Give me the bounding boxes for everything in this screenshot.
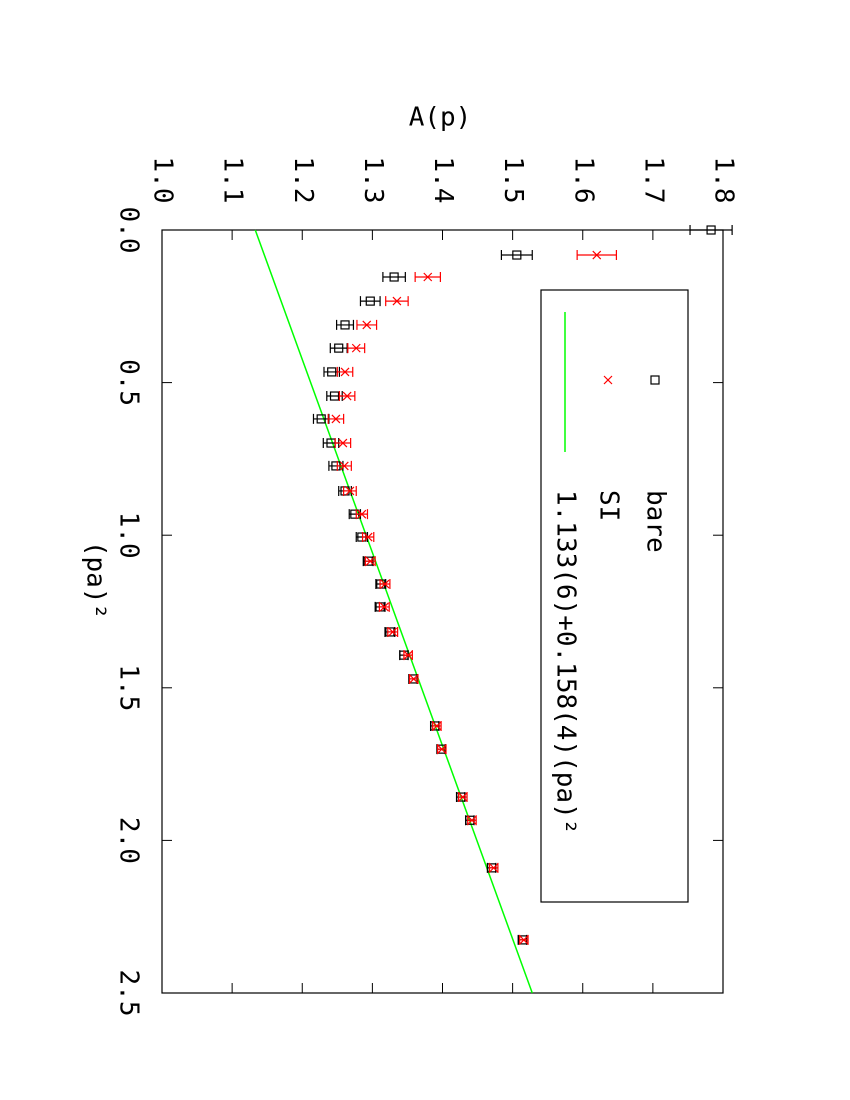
legend-marker bbox=[603, 375, 613, 385]
data-point bbox=[380, 579, 390, 589]
data-point bbox=[592, 250, 602, 260]
data-point bbox=[389, 272, 399, 282]
y-tick-label: 1.7 bbox=[638, 157, 668, 204]
data-point bbox=[338, 438, 348, 448]
data-point bbox=[363, 532, 373, 542]
data-point bbox=[334, 343, 344, 353]
data-point bbox=[342, 391, 352, 401]
y-tick-label: 1.8 bbox=[709, 157, 739, 204]
data-point bbox=[409, 674, 419, 684]
data-point bbox=[467, 815, 477, 825]
x-axis-title: (pa)² bbox=[81, 541, 111, 619]
data-point bbox=[458, 792, 468, 802]
data-point bbox=[339, 461, 349, 471]
data-point bbox=[340, 320, 350, 330]
error-bar bbox=[336, 319, 355, 330]
error-bar bbox=[359, 296, 381, 307]
data-point bbox=[403, 650, 413, 660]
legend-label: bare bbox=[641, 490, 671, 553]
data-point bbox=[423, 272, 433, 282]
data-point bbox=[351, 343, 361, 353]
legend-marker bbox=[650, 375, 660, 385]
legend-label: SI bbox=[594, 490, 624, 521]
error-bar bbox=[329, 343, 348, 354]
data-point bbox=[388, 627, 398, 637]
data-point bbox=[432, 721, 442, 731]
error-bar bbox=[689, 225, 733, 235]
y-axis-title: A(p) bbox=[409, 103, 472, 133]
y-tick-label: 1.3 bbox=[358, 157, 388, 204]
data-point bbox=[316, 414, 326, 424]
data-point bbox=[362, 320, 372, 330]
data-point bbox=[329, 391, 340, 401]
data-point bbox=[365, 556, 375, 566]
fit-line bbox=[254, 229, 533, 994]
data-point bbox=[345, 486, 355, 496]
error-bar bbox=[382, 272, 406, 283]
data-point bbox=[340, 367, 350, 377]
x-tick-label: 0.0 bbox=[114, 207, 144, 254]
data-point bbox=[706, 225, 716, 235]
data-point bbox=[331, 414, 341, 424]
x-tick-label: 2.0 bbox=[114, 817, 144, 864]
data-point bbox=[519, 935, 529, 945]
legend-label: 1.133(6)+0.158(4)(pa)² bbox=[551, 490, 581, 834]
x-tick-label: 0.5 bbox=[114, 359, 144, 406]
legend-box bbox=[540, 289, 689, 903]
data-point bbox=[392, 296, 402, 306]
data-point bbox=[437, 744, 447, 754]
plot-frame bbox=[161, 229, 724, 994]
x-tick-label: 1.5 bbox=[114, 664, 144, 711]
data-point bbox=[489, 863, 499, 873]
y-tick-label: 1.0 bbox=[148, 157, 178, 204]
y-tick-label: 1.1 bbox=[218, 157, 248, 204]
error-bar bbox=[500, 250, 533, 261]
data-point bbox=[327, 367, 337, 377]
data-point bbox=[357, 509, 367, 519]
x-tick-label: 2.5 bbox=[114, 970, 144, 1017]
x-tick-label: 1.0 bbox=[114, 512, 144, 559]
y-tick-label: 1.6 bbox=[568, 157, 598, 204]
y-tick-label: 1.2 bbox=[288, 157, 318, 204]
data-point bbox=[365, 296, 375, 306]
data-point bbox=[512, 250, 522, 260]
y-tick-label: 1.4 bbox=[428, 157, 458, 204]
y-tick-label: 1.5 bbox=[498, 157, 528, 204]
data-point bbox=[379, 602, 389, 612]
